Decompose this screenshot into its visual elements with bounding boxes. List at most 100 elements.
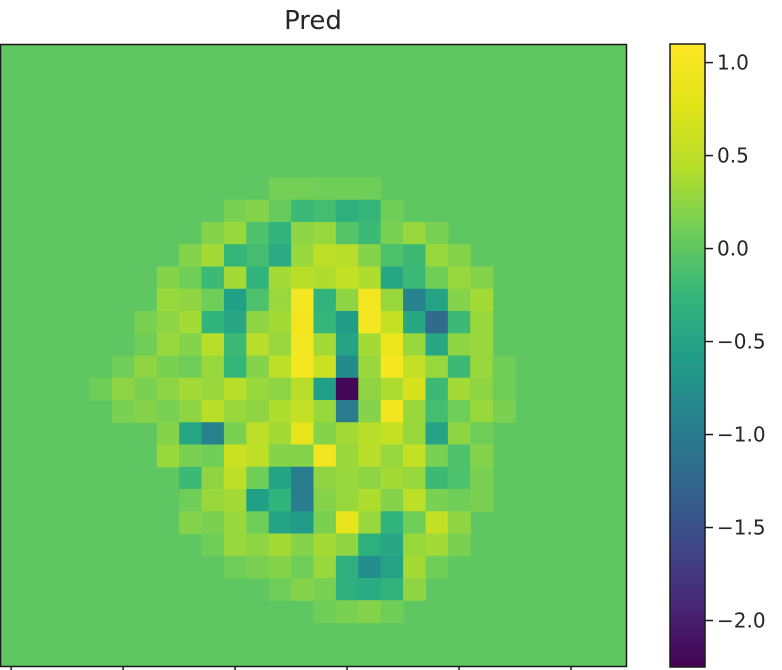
heatmap-cell [223, 333, 247, 357]
heatmap-cell [425, 377, 449, 401]
heatmap-cell [492, 400, 516, 423]
heatmap-cell [358, 199, 382, 223]
heatmap-cell [201, 466, 225, 490]
heatmap-cell [425, 444, 449, 468]
heatmap-cell [425, 489, 449, 512]
heatmap-cell [246, 288, 270, 312]
heatmap-cell [380, 311, 404, 334]
heatmap-cell [403, 333, 427, 357]
heatmap-cell [425, 555, 449, 579]
heatmap-cell [358, 511, 382, 535]
heatmap-cell [358, 533, 382, 557]
heatmap-cell [268, 555, 292, 579]
heatmap-cell [425, 333, 449, 357]
heatmap-cell [179, 422, 203, 446]
heatmap-cell [470, 489, 494, 512]
heatmap-cell [246, 422, 270, 446]
heatmap-cell [403, 311, 427, 334]
heatmap-cell [156, 355, 180, 379]
heatmap-cell [447, 466, 471, 490]
heatmap-cell [470, 311, 494, 334]
heatmap-cell [134, 355, 158, 379]
heatmap-cell [380, 578, 404, 601]
heatmap-cell [268, 244, 292, 268]
heatmap-cell [380, 355, 404, 379]
heatmap-cell [313, 578, 337, 601]
heatmap-cell [358, 222, 382, 245]
heatmap-cell [380, 422, 404, 446]
heatmap-cell [403, 466, 427, 490]
heatmap-cell [291, 377, 315, 401]
heatmap-cell [380, 466, 404, 490]
heatmap-cell [246, 222, 270, 245]
heatmap-cell [268, 422, 292, 446]
heatmap-cell [335, 355, 359, 379]
heatmap-cell [425, 288, 449, 312]
heatmap-cell [268, 355, 292, 379]
heatmap-cell [179, 244, 203, 268]
heatmap-cell [179, 466, 203, 490]
heatmap-cell [403, 489, 427, 512]
heatmap-cell [268, 466, 292, 490]
heatmap-cell [425, 266, 449, 290]
heatmap-cell [291, 578, 315, 601]
heatmap-cell [223, 511, 247, 535]
heatmap-cell [425, 222, 449, 245]
heatmap-cell [201, 533, 225, 557]
heatmap-cell [179, 288, 203, 312]
heatmap-cell [201, 377, 225, 401]
heatmap-cell [246, 377, 270, 401]
heatmap-cell [179, 377, 203, 401]
heatmap-cell [313, 244, 337, 268]
heatmap-cell [268, 533, 292, 557]
heatmap-cell [403, 244, 427, 268]
heatmap-cell [246, 266, 270, 290]
heatmap-cell [470, 444, 494, 468]
heatmap-cell [403, 266, 427, 290]
heatmap-cell [268, 288, 292, 312]
heatmap-cell [447, 244, 471, 268]
heatmap-cell [447, 444, 471, 468]
heatmap-cell [223, 400, 247, 423]
heatmap-cell [380, 444, 404, 468]
heatmap-cell [134, 400, 158, 423]
heatmap-cell [380, 600, 404, 624]
heatmap-cell [179, 444, 203, 468]
heatmap-cell [268, 333, 292, 357]
heatmap-cell [358, 311, 382, 334]
heatmap-cell [313, 422, 337, 446]
heatmap-cell [156, 377, 180, 401]
heatmap-cell [335, 222, 359, 245]
colorbar-tick-label: −0.5 [717, 330, 766, 354]
heatmap-cell [313, 600, 337, 624]
heatmap-cell [358, 600, 382, 624]
colorbar-tick-label: 1.0 [717, 51, 749, 75]
heatmap-cell [201, 244, 225, 268]
heatmap-cell [201, 400, 225, 423]
heatmap-cell [111, 355, 135, 379]
heatmap-cell [313, 199, 337, 223]
heatmap-cell [291, 355, 315, 379]
heatmap-cell [179, 266, 203, 290]
heatmap-cell [291, 288, 315, 312]
heatmap-cell [268, 199, 292, 223]
heatmap-cell [268, 222, 292, 245]
heatmap-cell [201, 266, 225, 290]
heatmap-cell [380, 511, 404, 535]
heatmap-cell [291, 555, 315, 579]
heatmap-cell [111, 400, 135, 423]
heatmap-cell [358, 355, 382, 379]
chart-title: Pred [284, 6, 342, 36]
heatmap-cell [403, 533, 427, 557]
heatmap-cell [447, 311, 471, 334]
heatmap-cell [223, 355, 247, 379]
heatmap-cell [492, 377, 516, 401]
heatmap-cell [179, 311, 203, 334]
heatmap-cell [335, 400, 359, 423]
heatmap-cell [335, 533, 359, 557]
heatmap-cell [156, 288, 180, 312]
heatmap-cell [403, 511, 427, 535]
heatmap-cell [156, 444, 180, 468]
heatmap-cell [358, 555, 382, 579]
heatmap-cell [291, 222, 315, 245]
